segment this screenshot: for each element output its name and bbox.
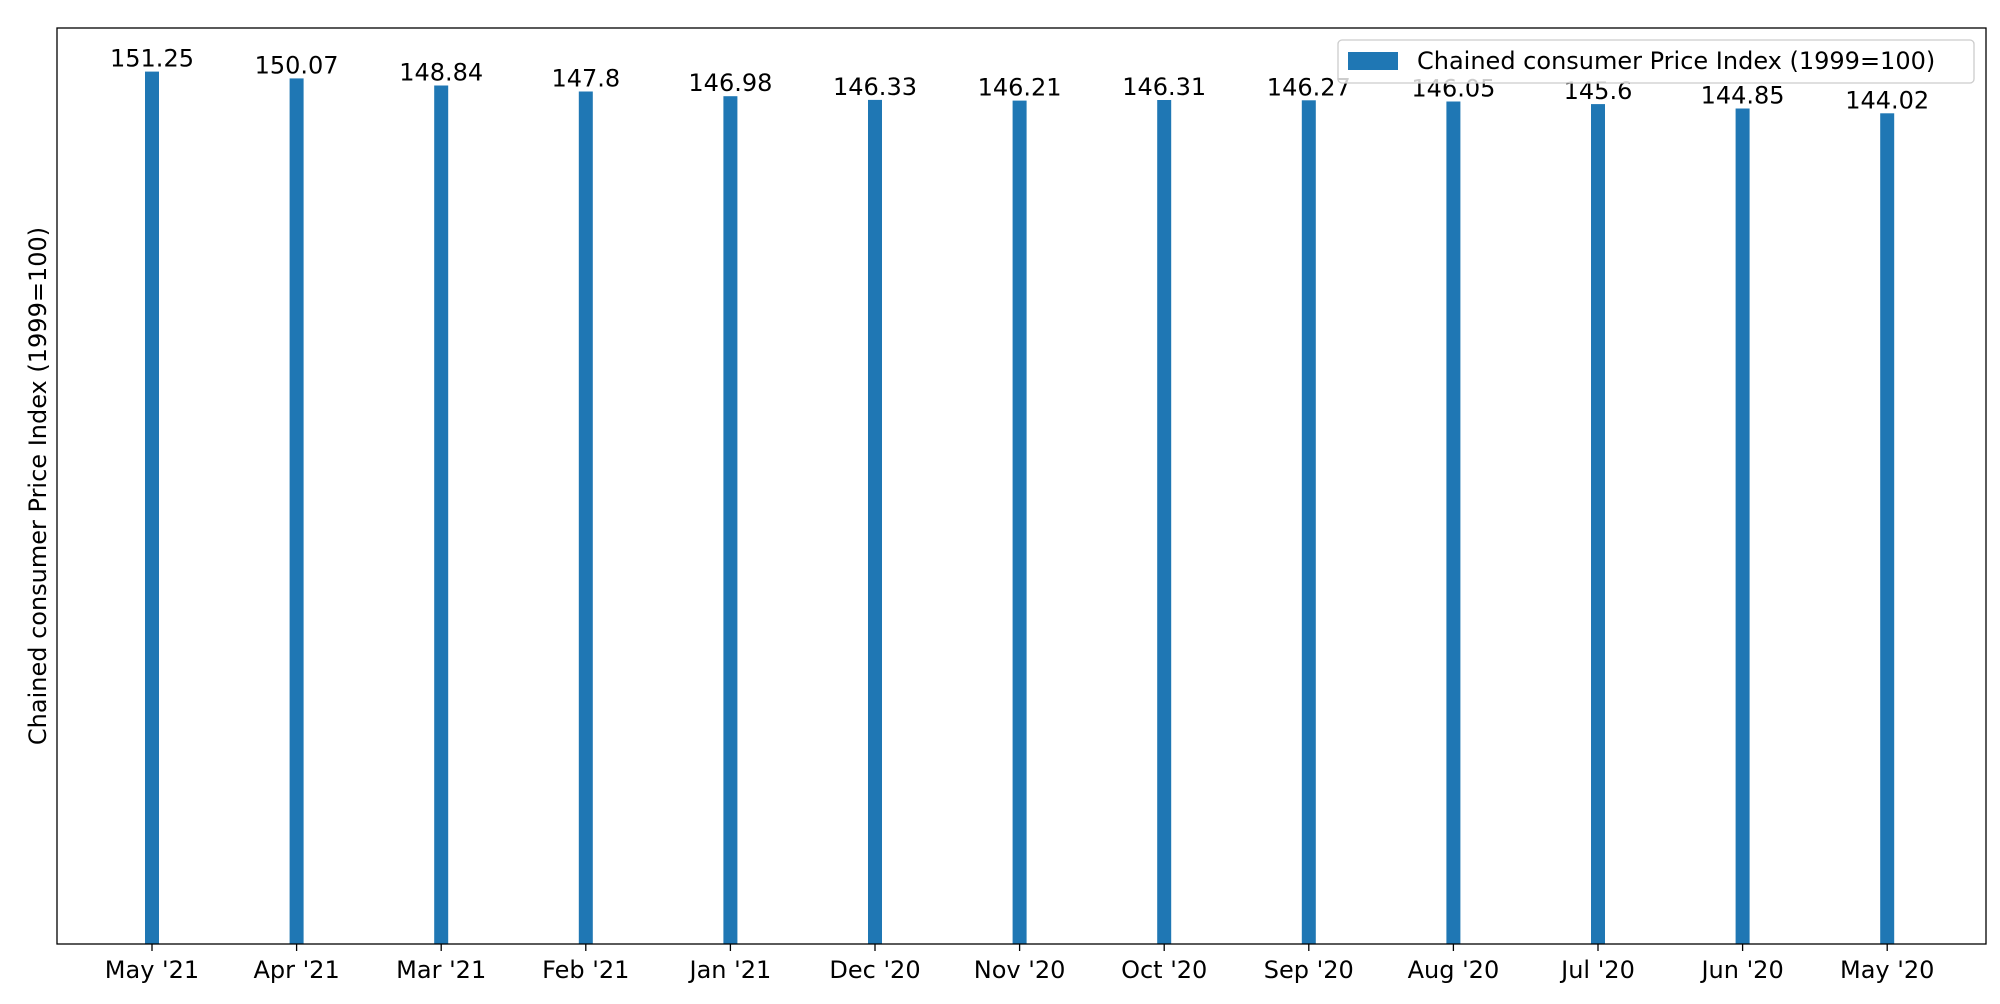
bar-value-label: 146.21	[978, 74, 1062, 102]
bar-value-label: 151.25	[110, 45, 194, 73]
x-tick-label: Sep '20	[1264, 956, 1354, 984]
bar	[1012, 100, 1027, 945]
legend-swatch	[1348, 52, 1398, 70]
bar-value-label: 150.07	[255, 51, 339, 79]
value-labels-layer: 151.25 150.07 148.84 147.8 146.98 146.33 146.2…	[110, 45, 1929, 115]
bar	[578, 91, 593, 944]
x-tick-label: Oct '20	[1121, 956, 1207, 984]
x-tick-label: May '20	[1840, 956, 1934, 984]
bar	[1157, 100, 1172, 944]
bar	[868, 99, 882, 944]
bar-value-label: 146.33	[833, 73, 917, 101]
x-tick-label: Jan '21	[688, 956, 772, 984]
bar	[1446, 101, 1461, 944]
bar	[1301, 100, 1316, 945]
x-tick-label: Mar '21	[396, 956, 486, 984]
bar	[1735, 108, 1750, 944]
x-tick-label: Dec '20	[829, 956, 920, 984]
plot-frame	[56, 27, 1987, 945]
bar	[289, 78, 304, 944]
legend: Chained consumer Price Index (1999=100)	[1337, 39, 1975, 84]
x-tick-label: Feb '21	[542, 956, 629, 984]
bar-value-label: 144.02	[1845, 86, 1929, 114]
legend-label: Chained consumer Price Index (1999=100)	[1417, 47, 1935, 75]
x-tick-label: May '21	[105, 956, 199, 984]
legend-box	[1337, 39, 1975, 84]
y-axis-label: Chained consumer Price Index (1999=100)	[24, 227, 52, 745]
x-tick-label: Jun '20	[1699, 956, 1783, 984]
bar	[145, 71, 159, 945]
bar-value-label: 146.27	[1267, 73, 1351, 101]
bar-value-label: 146.98	[688, 69, 772, 97]
bar	[434, 85, 449, 944]
x-tick-label: Aug '20	[1408, 956, 1500, 984]
bar-value-label: 144.85	[1701, 82, 1785, 110]
x-tick-label: Nov '20	[974, 956, 1066, 984]
x-tick-label: Apr '21	[253, 956, 339, 984]
bar	[723, 96, 738, 944]
bar	[1880, 113, 1895, 945]
bar-value-label: 147.8	[551, 65, 620, 93]
bar-value-label: 148.84	[399, 59, 483, 87]
bars-layer	[145, 71, 1895, 945]
bar-value-label: 146.31	[1122, 73, 1206, 101]
x-ticks-layer: May '21 Apr '21 Mar '21 Feb '21 Jan '21 Dec '…	[105, 944, 1934, 984]
x-tick-label: Jul '20	[1559, 956, 1635, 984]
bar	[1591, 104, 1605, 945]
